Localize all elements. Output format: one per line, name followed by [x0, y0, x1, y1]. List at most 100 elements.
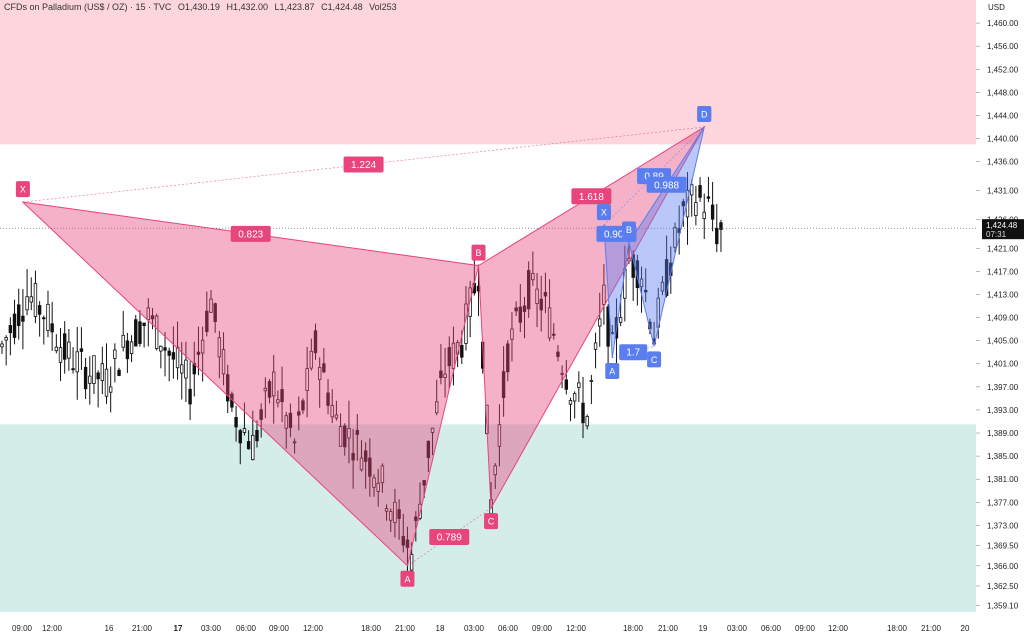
time-tick-label: 12:00: [42, 624, 63, 633]
ratio-label-box[interactable]: [646, 176, 687, 193]
time-tick-label: 21:00: [921, 624, 942, 633]
chart-header: CFDs on Palladium (US$ / OZ) · 15 · TVC …: [4, 2, 401, 12]
ratio-label: 1.7: [626, 348, 640, 359]
pattern-point-x[interactable]: [15, 181, 30, 198]
candle: [439, 344, 443, 385]
time-tick-label: 09:00: [12, 624, 33, 633]
time-tick-label: 16: [105, 624, 114, 633]
candle: [451, 326, 456, 386]
close-value: C1,424.48: [321, 2, 363, 12]
candle: [113, 343, 117, 383]
candle: [171, 326, 176, 379]
candle: [393, 488, 397, 538]
candle: [83, 357, 88, 400]
time-tick-label: 21:00: [132, 624, 153, 633]
candle: [313, 323, 318, 360]
ratio-label-box[interactable]: [343, 156, 384, 173]
pattern-point-x[interactable]: [596, 204, 611, 221]
time-tick-label: 20: [961, 624, 970, 633]
pattern-point-label: X: [601, 208, 607, 218]
price-tick-label: 1,456.00: [987, 42, 1019, 51]
candlestick-series: [0, 172, 976, 577]
time-tick-label: 06:00: [236, 624, 257, 633]
candle: [351, 429, 355, 489]
candle: [108, 366, 113, 413]
harmonic-pattern-pink[interactable]: 1.224 0.823 0.789 1.618 X A B C D: [15, 106, 712, 587]
pattern-point-c[interactable]: [647, 351, 662, 368]
candle: [334, 400, 339, 421]
candle: [288, 403, 293, 438]
candle: [577, 371, 581, 402]
candle: [92, 355, 96, 394]
pattern-point-a[interactable]: [605, 362, 620, 379]
candle: [238, 428, 242, 465]
candle: [719, 219, 723, 252]
price-tick-label: 1,393.00: [987, 406, 1019, 415]
pattern-point-b[interactable]: [471, 244, 486, 261]
symbol-label[interactable]: CFDs on Palladium (US$ / OZ) · 15 · TVC: [4, 2, 172, 12]
candle: [263, 377, 268, 419]
candle: [75, 327, 79, 400]
candle: [301, 398, 305, 415]
candle: [359, 440, 364, 472]
pattern-point-label: X: [20, 185, 26, 195]
candle: [710, 181, 715, 232]
pattern-point-d[interactable]: [697, 106, 712, 123]
price-tick-label: 1,440.00: [987, 135, 1019, 144]
time-tick-label: 21:00: [658, 624, 679, 633]
candle: [100, 346, 105, 395]
pattern-point-label: C: [651, 355, 658, 365]
time-tick-label: 06:00: [761, 624, 782, 633]
candle: [447, 336, 451, 389]
time-tick-label: 18:00: [361, 624, 382, 633]
time-tick-label: 12:00: [828, 624, 849, 633]
candle: [602, 264, 606, 325]
harmonic-patterns[interactable]: 1.2240.8230.7891.618XABCD0.890.9081.70.9…: [15, 106, 712, 587]
candle: [389, 508, 393, 533]
candle: [426, 440, 431, 472]
ratio-label-box[interactable]: [571, 188, 612, 205]
candle: [54, 334, 59, 354]
time-tick-label: 09:00: [795, 624, 816, 633]
price-tick-label: 1,413.00: [987, 290, 1019, 299]
time-tick-label: 21:00: [395, 624, 416, 633]
candle: [246, 430, 251, 450]
candle: [589, 374, 594, 405]
candle: [430, 427, 435, 456]
price-axis[interactable]: USD 1,460.00 1,456.00 1,452.00 1,448.00 1,444…: [976, 0, 1024, 636]
ratio-label-box[interactable]: [230, 225, 271, 242]
candle: [217, 331, 222, 379]
price-tick-label: 1,385.00: [987, 452, 1019, 461]
ratio-label-box[interactable]: [429, 528, 470, 545]
last-price-value: 1,424.48: [986, 221, 1018, 230]
ratio-line: [22, 201, 479, 266]
pattern-point-b[interactable]: [622, 221, 636, 238]
candle: [175, 321, 180, 380]
pattern-point-a[interactable]: [400, 570, 415, 587]
time-tick-label: 12:00: [303, 624, 324, 633]
candle: [184, 341, 188, 403]
price-tick-label: 1,366.00: [987, 562, 1019, 571]
time-axis[interactable]: 09:00 12:00 16 21:00 17 03:00 06:00 09:00 12:00 1…: [0, 612, 1024, 636]
price-tick-label: 1,362.50: [987, 582, 1019, 591]
candle: [88, 356, 92, 405]
candle: [180, 342, 184, 400]
price-tick-label: 1,448.00: [987, 88, 1019, 97]
pattern-point-c[interactable]: [484, 513, 499, 530]
time-tick-label: 03:00: [727, 624, 748, 633]
candle: [309, 338, 314, 371]
price-tick-label: 1,401.00: [987, 360, 1019, 369]
time-tick-label: 17: [174, 624, 183, 633]
candle: [188, 361, 192, 421]
candle: [376, 468, 380, 507]
candle: [50, 301, 54, 351]
candle: [21, 289, 25, 350]
candle: [522, 296, 527, 339]
candle: [363, 442, 368, 489]
candle: [67, 328, 71, 371]
ratio-label-box[interactable]: [619, 344, 648, 361]
time-tick-label: 09:00: [269, 624, 290, 633]
candle: [25, 269, 29, 316]
